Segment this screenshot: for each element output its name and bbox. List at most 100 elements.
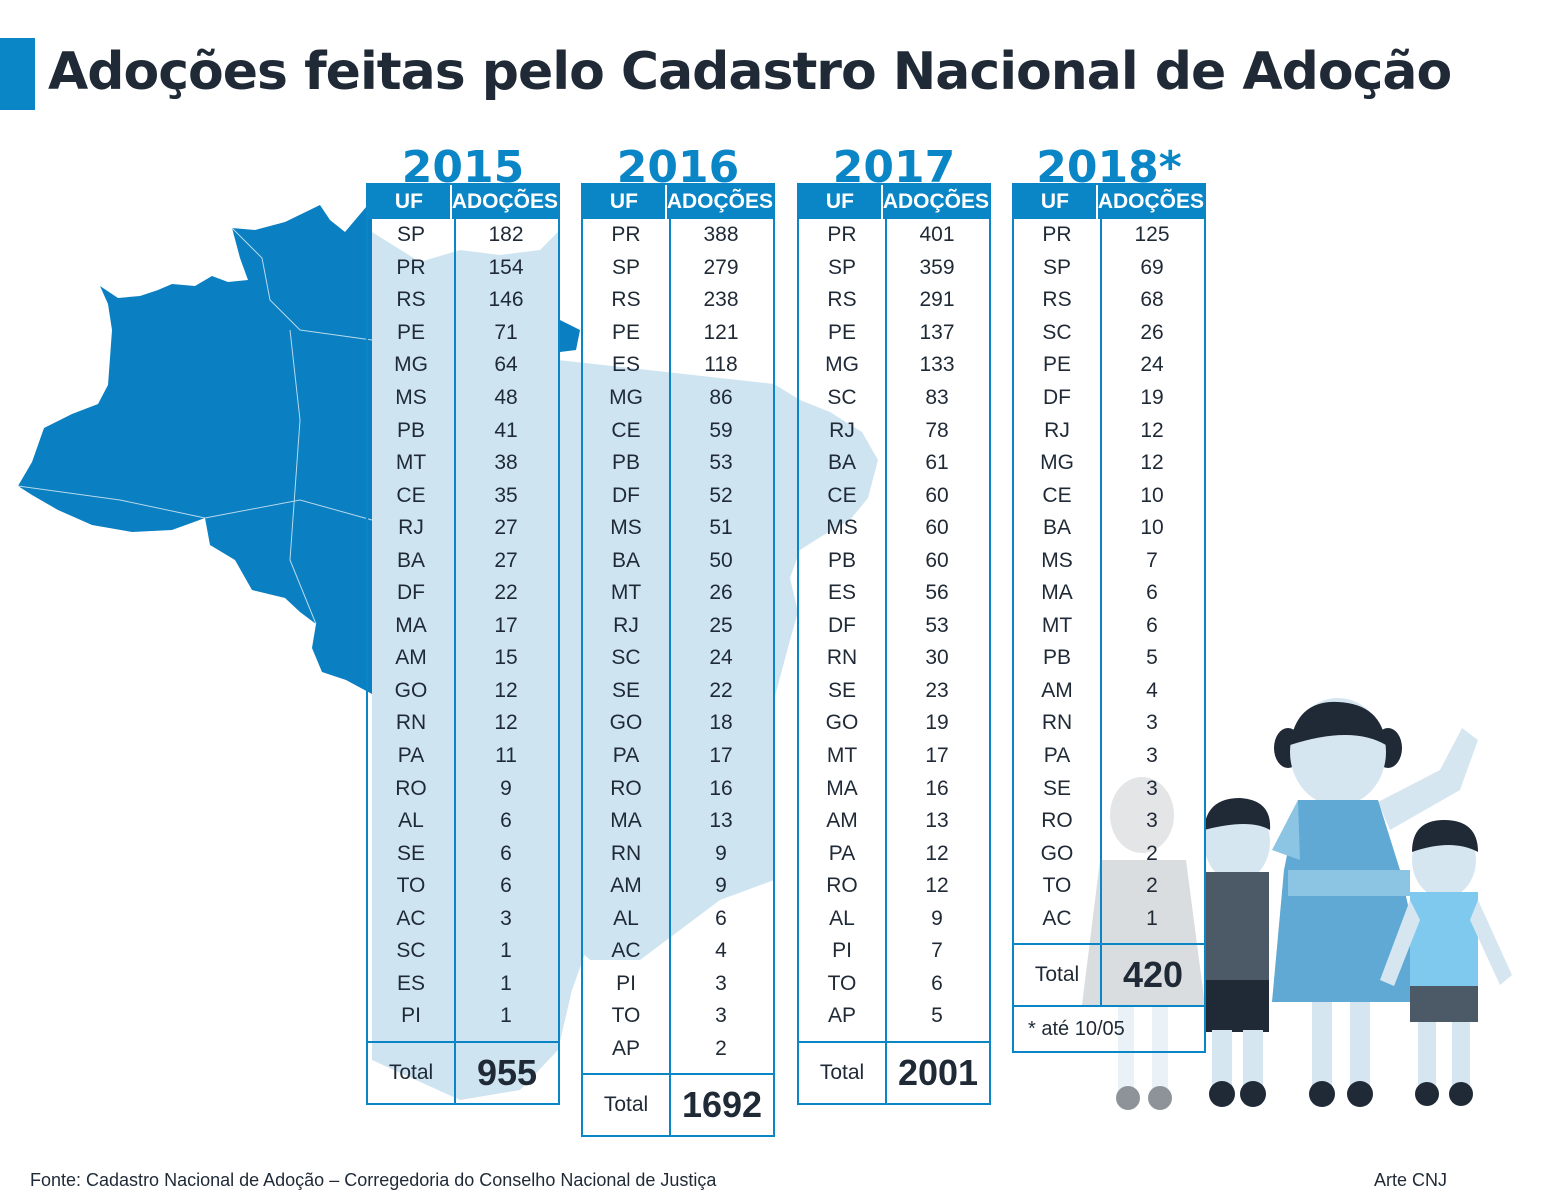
- adoptions-cell: 56: [925, 581, 949, 605]
- table-row: RN 3: [1014, 707, 1204, 740]
- adoptions-cell: 125: [1134, 223, 1170, 247]
- adoptions-cell: 22: [709, 678, 733, 702]
- uf-cell: MS: [826, 516, 858, 540]
- uf-cell: PE: [611, 320, 640, 344]
- uf-cell: MS: [395, 386, 427, 409]
- table-row: GO 2: [1014, 837, 1204, 870]
- uf-cell: MS: [610, 516, 642, 540]
- adoptions-cell: 50: [709, 548, 733, 572]
- adoptions-cell: 12: [1140, 451, 1164, 475]
- source-note: Fonte: Cadastro Nacional de Adoção – Cor…: [30, 1170, 717, 1190]
- table-row: PE 71: [368, 317, 558, 350]
- total-row: Total 1692: [583, 1073, 773, 1136]
- table-row: PE 137: [799, 317, 989, 350]
- uf-cell: PB: [611, 451, 640, 475]
- uf-cell: MT: [395, 451, 427, 475]
- uf-cell: RJ: [613, 613, 639, 637]
- adoptions-cell: 53: [925, 613, 949, 637]
- uf-cell: RJ: [1044, 418, 1070, 442]
- table-row: RJ 12: [1014, 414, 1204, 447]
- adoptions-cell: 71: [494, 320, 518, 344]
- uf-cell: TO: [1042, 874, 1072, 898]
- faded-girl-figure: [1082, 777, 1205, 1110]
- table-body: PR 401 SP 359 RS 291 PE 137 MG 133 SC 83 RJ 78 BA 61 CE 6…: [799, 219, 989, 1041]
- uf-cell: AL: [398, 809, 424, 833]
- uf-cell: SE: [1042, 776, 1071, 800]
- table-row: AP 2: [583, 1033, 773, 1066]
- table-body: PR 388 SP 279 RS 238 PE 121 ES 118 MG 86 CE 59 PB 53 DF 5…: [583, 219, 773, 1074]
- adoptions-cell: 53: [709, 451, 733, 475]
- table-row: AM 13: [799, 805, 989, 838]
- adoptions-cell: 154: [488, 255, 524, 279]
- column-header-uf: UF: [799, 185, 883, 219]
- table-row: SC 83: [799, 382, 989, 415]
- adoptions-cell: 3: [1146, 809, 1158, 833]
- adoptions-cell: 13: [709, 809, 733, 833]
- adoptions-cell: 23: [925, 678, 949, 702]
- column-header-uf: UF: [583, 185, 667, 219]
- title-accent-bar: [0, 38, 35, 110]
- adoptions-cell: 83: [925, 386, 949, 409]
- uf-cell: RO: [395, 776, 427, 800]
- uf-cell: RS: [396, 288, 426, 312]
- uf-cell: PA: [1043, 744, 1071, 768]
- adoptions-cell: 9: [715, 841, 727, 865]
- adoptions-cell: 1: [500, 1004, 512, 1028]
- table-row: CE 10: [1014, 479, 1204, 512]
- uf-cell: PR: [1042, 223, 1072, 247]
- table-row: AC 3: [368, 902, 558, 935]
- table-row: TO 2: [1014, 870, 1204, 903]
- adoptions-cell: 60: [925, 516, 949, 540]
- table-row: PI 1: [368, 1000, 558, 1033]
- adoptions-cell: 27: [494, 516, 518, 540]
- table-row: SP 279: [583, 252, 773, 285]
- column-divider: [1100, 219, 1102, 944]
- uf-cell: MT: [826, 744, 858, 768]
- adoptions-cell: 25: [709, 613, 733, 637]
- adoptions-cell: 60: [925, 548, 949, 572]
- adoption-table-2015: UF ADOÇÕES SP 182 PR 154 RS 146 PE 71 MG 64 MS 48 PB 41…: [366, 183, 560, 1105]
- column-header-adocoes: ADOÇÕES: [882, 190, 989, 213]
- table-row: AL 6: [583, 902, 773, 935]
- adoptions-cell: 12: [1140, 418, 1164, 442]
- table-header: UF ADOÇÕES: [368, 185, 558, 219]
- table-row: RS 146: [368, 284, 558, 317]
- uf-cell: BA: [396, 548, 425, 572]
- adoptions-cell: 5: [931, 1004, 943, 1028]
- table-row: TO 6: [799, 968, 989, 1001]
- table-row: PR 388: [583, 219, 773, 252]
- uf-cell: PI: [616, 971, 636, 995]
- table-row: PB 53: [583, 447, 773, 480]
- table-row: RJ 78: [799, 414, 989, 447]
- adoptions-cell: 4: [1146, 678, 1158, 702]
- adoptions-cell: 35: [494, 483, 518, 507]
- table-row: MS 48: [368, 382, 558, 415]
- table-row: MA 16: [799, 772, 989, 805]
- table-row: PB 60: [799, 544, 989, 577]
- table-row: GO 19: [799, 707, 989, 740]
- uf-cell: AM: [1041, 678, 1073, 702]
- table-row: SC 1: [368, 935, 558, 968]
- uf-cell: RS: [611, 288, 641, 312]
- uf-cell: PI: [832, 939, 852, 963]
- adoptions-cell: 3: [500, 906, 512, 930]
- table-row: AL 9: [799, 902, 989, 935]
- adoptions-cell: 2: [1146, 841, 1158, 865]
- adoptions-cell: 10: [1140, 516, 1164, 540]
- uf-cell: SC: [827, 386, 857, 409]
- adoptions-cell: 133: [919, 353, 955, 377]
- table-row: GO 12: [368, 675, 558, 708]
- uf-cell: RO: [1041, 809, 1073, 833]
- table-row: CE 59: [583, 414, 773, 447]
- uf-cell: PR: [396, 255, 426, 279]
- total-row: Total 420: [1014, 943, 1204, 1006]
- table-row: SE 6: [368, 837, 558, 870]
- adoptions-cell: 13: [925, 809, 949, 833]
- uf-cell: RS: [827, 288, 857, 312]
- uf-cell: CE: [827, 483, 857, 507]
- uf-cell: GO: [1040, 841, 1074, 865]
- adoptions-cell: 61: [925, 451, 949, 475]
- table-row: TO 3: [583, 1000, 773, 1033]
- table-row: AM 4: [1014, 675, 1204, 708]
